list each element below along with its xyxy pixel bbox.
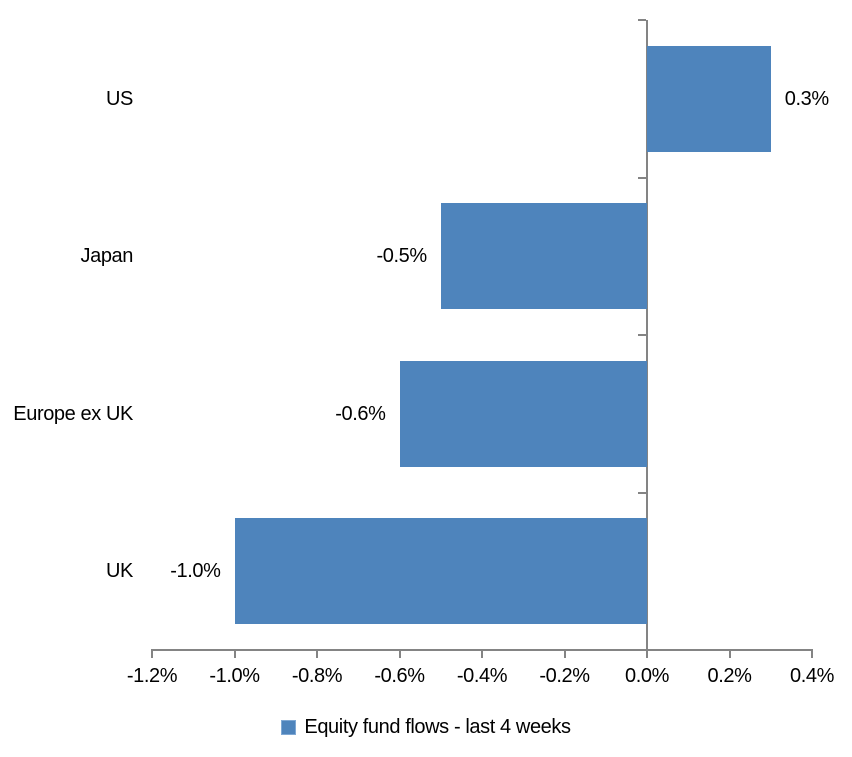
bar-uk — [234, 518, 647, 625]
category-label-europe-ex-uk: Europe ex UK — [13, 402, 133, 425]
x-axis-tick — [398, 650, 401, 658]
value-label-japan: -0.5% — [376, 245, 428, 268]
x-axis-tick — [151, 650, 153, 658]
chart-legend: Equity fund flows - last 4 weeks — [0, 712, 852, 742]
x-tick-label-0-8: -0.8% — [291, 665, 343, 687]
bar-europe-ex-uk — [399, 360, 647, 467]
category-axis-tick — [638, 19, 646, 21]
category-label-uk: UK — [106, 560, 133, 583]
legend-series-label: Equity fund flows - last 4 weeks — [304, 715, 571, 738]
x-tick-label-0-2: -0.2% — [539, 665, 590, 687]
x-axis-tick — [646, 650, 648, 658]
category-axis-line — [646, 20, 648, 650]
x-axis-tick — [728, 650, 731, 658]
x-tick-label-0-6: -0.6% — [374, 665, 425, 687]
x-axis-tick — [481, 650, 483, 658]
value-label-europe-ex-uk: -0.6% — [335, 402, 386, 425]
x-axis-tick — [811, 650, 813, 658]
legend-series-marker-icon — [281, 719, 297, 735]
category-axis-tick — [638, 334, 646, 336]
category-axis-tick — [638, 491, 646, 494]
category-axis-tick — [638, 649, 646, 651]
x-axis-tick — [316, 650, 318, 658]
category-label-japan: Japan — [80, 245, 134, 268]
x-tick-label-1-0: -1.0% — [209, 665, 260, 687]
x-tick-label-0-0: 0.0% — [625, 665, 669, 687]
x-tick-label-0-4: -0.4% — [456, 665, 508, 687]
value-label-us: 0.3% — [784, 87, 829, 110]
category-label-us: US — [106, 87, 133, 110]
x-axis-tick — [563, 650, 566, 658]
x-axis-tick — [233, 650, 236, 658]
x-tick-label-1-2: -1.2% — [126, 665, 178, 687]
bar-japan — [440, 203, 647, 310]
x-tick-label-0-2: 0.2% — [707, 665, 752, 687]
bar-us — [647, 45, 771, 152]
category-axis-tick — [638, 176, 646, 179]
value-label-uk: -1.0% — [170, 560, 221, 583]
x-tick-label-0-4: 0.4% — [790, 665, 834, 687]
